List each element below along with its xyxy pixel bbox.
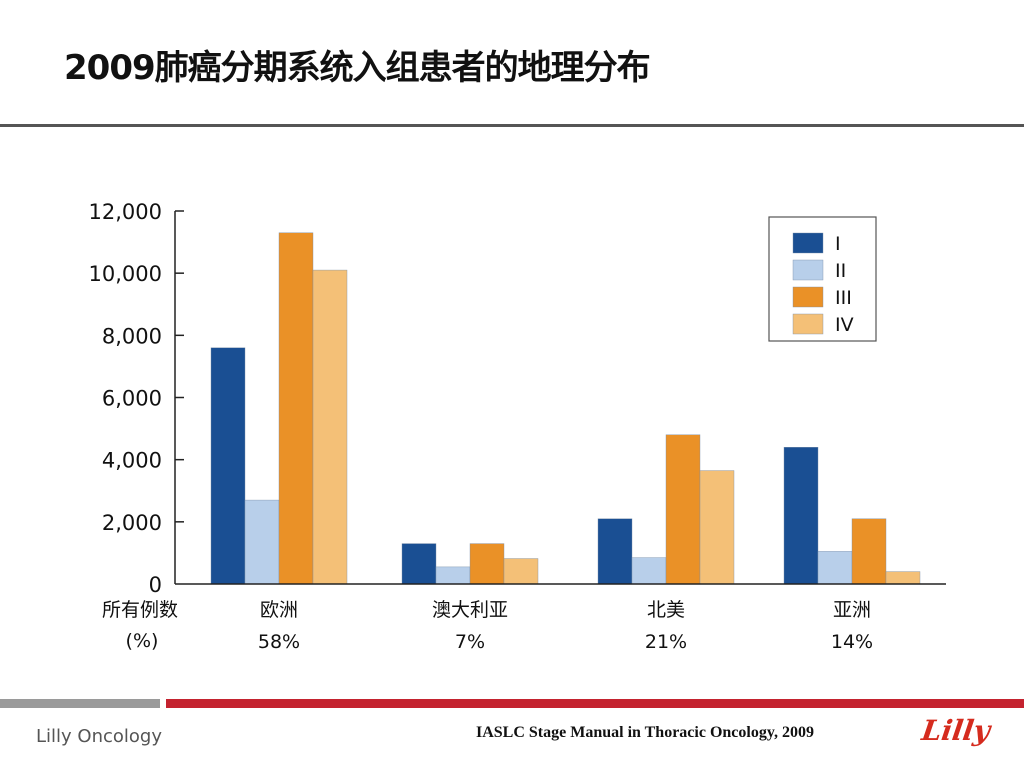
footer-bar-red	[166, 699, 1024, 708]
y-tick-label: 10,000	[89, 262, 162, 286]
legend-swatch-i	[792, 232, 824, 254]
bar-iii-3	[851, 518, 887, 585]
bar-ii-3	[817, 551, 853, 585]
row-header-unit: (%)	[126, 630, 159, 652]
category-percent: 21%	[645, 631, 687, 653]
category-label: 欧洲	[260, 599, 298, 621]
bar-iv-3	[885, 571, 921, 585]
bar-i-2	[597, 518, 633, 585]
bar-chart: 0 2,000 4,000 6,000 8,000 10,000 12,000 所有例数 (%…	[89, 200, 946, 653]
bar-iv-1	[503, 558, 539, 585]
legend-swatch-iii	[792, 286, 824, 308]
legend-label: II	[835, 260, 846, 282]
legend-swatch-ii	[792, 259, 824, 281]
y-tick-label: 8,000	[102, 324, 162, 348]
slide-title: 2009肺癌分期系统入组患者的地理分布	[64, 48, 651, 88]
bar-ii-2	[631, 557, 667, 585]
footer-bar-grey	[0, 699, 160, 708]
title-divider	[0, 124, 1024, 127]
category-percent: 58%	[258, 631, 300, 653]
bar-ii-0	[244, 499, 280, 585]
category-label: 澳大利亚	[432, 599, 508, 621]
y-tick-label: 0	[149, 573, 162, 597]
category-percent: 14%	[831, 631, 873, 653]
y-tick-label: 2,000	[102, 511, 162, 535]
bar-iv-2	[699, 470, 735, 585]
x-axis: 所有例数 (%) 欧洲 58% 澳大利亚 7% 北美 21% 亚洲 14%	[102, 583, 946, 653]
bar-i-1	[401, 543, 437, 585]
bar-iii-2	[665, 434, 701, 585]
legend-label: I	[835, 233, 841, 255]
y-tick-label: 12,000	[89, 200, 162, 224]
bar-iii-1	[469, 543, 505, 585]
bar-i-3	[783, 447, 819, 585]
y-axis: 0 2,000 4,000 6,000 8,000 10,000 12,000	[89, 200, 184, 597]
bar-i-0	[210, 347, 246, 585]
lilly-logo: Lilly	[919, 714, 993, 747]
y-tick-label: 6,000	[102, 387, 162, 411]
legend-label: III	[835, 287, 852, 309]
legend-label: IV	[835, 314, 854, 336]
legend-swatch-iv	[792, 313, 824, 335]
category-label: 北美	[647, 599, 685, 621]
bar-iii-0	[278, 232, 314, 585]
bar-iv-0	[312, 269, 348, 585]
row-header: 所有例数	[102, 599, 178, 621]
category-label: 亚洲	[833, 599, 871, 621]
bar-ii-1	[435, 566, 471, 585]
footer-brand: Lilly Oncology	[36, 726, 162, 747]
y-tick-label: 4,000	[102, 449, 162, 473]
footer-citation: IASLC Stage Manual in Thoracic Oncology,…	[476, 724, 814, 741]
bars	[210, 232, 921, 585]
category-percent: 7%	[455, 631, 485, 653]
